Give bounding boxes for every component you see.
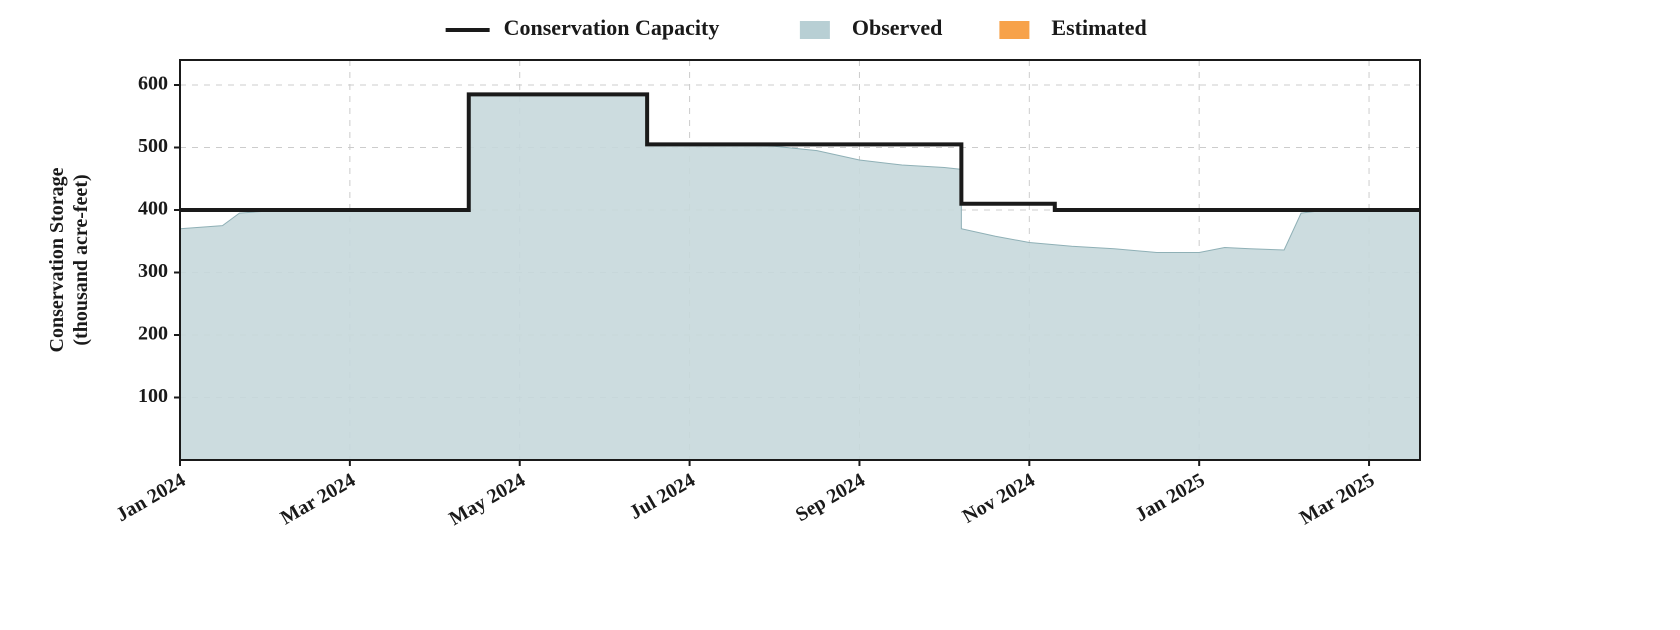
y-axis-title-line1: Conservation Storage [46,167,68,352]
y-tick-label: 300 [138,260,168,282]
y-axis-title-line2: (thousand acre-feet) [70,174,92,345]
y-tick-label: 500 [138,135,168,157]
legend-swatch-estimated [999,21,1029,39]
y-tick-label: 400 [138,198,168,220]
storage-chart: 100200300400500600Jan 2024Mar 2024May 20… [0,0,1680,630]
legend-label-estimated: Estimated [1051,15,1146,40]
legend-label-observed: Observed [852,15,942,40]
y-tick-label: 600 [138,73,168,95]
y-tick-label: 100 [138,385,168,407]
legend-label-capacity: Conservation Capacity [504,15,720,40]
legend-swatch-observed [800,21,830,39]
y-tick-label: 200 [138,323,168,345]
